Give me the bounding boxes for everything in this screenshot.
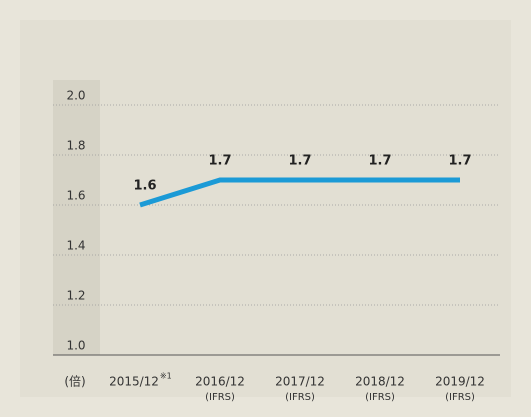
x-tick-label: 2016/12: [195, 375, 245, 389]
data-label: 1.7: [448, 154, 471, 169]
x-tick-label: 2015/12: [109, 375, 159, 389]
y-tick-label: 2.0: [66, 89, 85, 103]
y-axis-unit: (倍): [64, 374, 85, 389]
y-tick-label: 1.6: [66, 189, 85, 203]
x-tick-sublabel: (IFRS): [445, 392, 475, 403]
y-tick-label: 1.2: [66, 289, 85, 303]
x-tick-sublabel: (IFRS): [285, 392, 315, 403]
x-tick-sublabel: (IFRS): [205, 392, 235, 403]
data-label: 1.6: [133, 179, 156, 194]
x-tick-label: 2019/12: [435, 375, 485, 389]
line: [139, 177, 460, 208]
y-tick-label: 1.8: [66, 139, 85, 153]
x-tick-label: 2017/12: [275, 375, 325, 389]
y-tick-label: 1.0: [66, 339, 85, 353]
y-tick-label: 1.4: [66, 239, 85, 253]
panel: [20, 20, 511, 397]
axis-strip: [53, 80, 100, 355]
data-label: 1.7: [368, 154, 391, 169]
x-tick-note: ※1: [160, 372, 172, 381]
data-label: 1.7: [208, 154, 231, 169]
x-tick-sublabel: (IFRS): [365, 392, 395, 403]
data-label: 1.7: [288, 154, 311, 169]
x-tick-label: 2018/12: [355, 375, 405, 389]
